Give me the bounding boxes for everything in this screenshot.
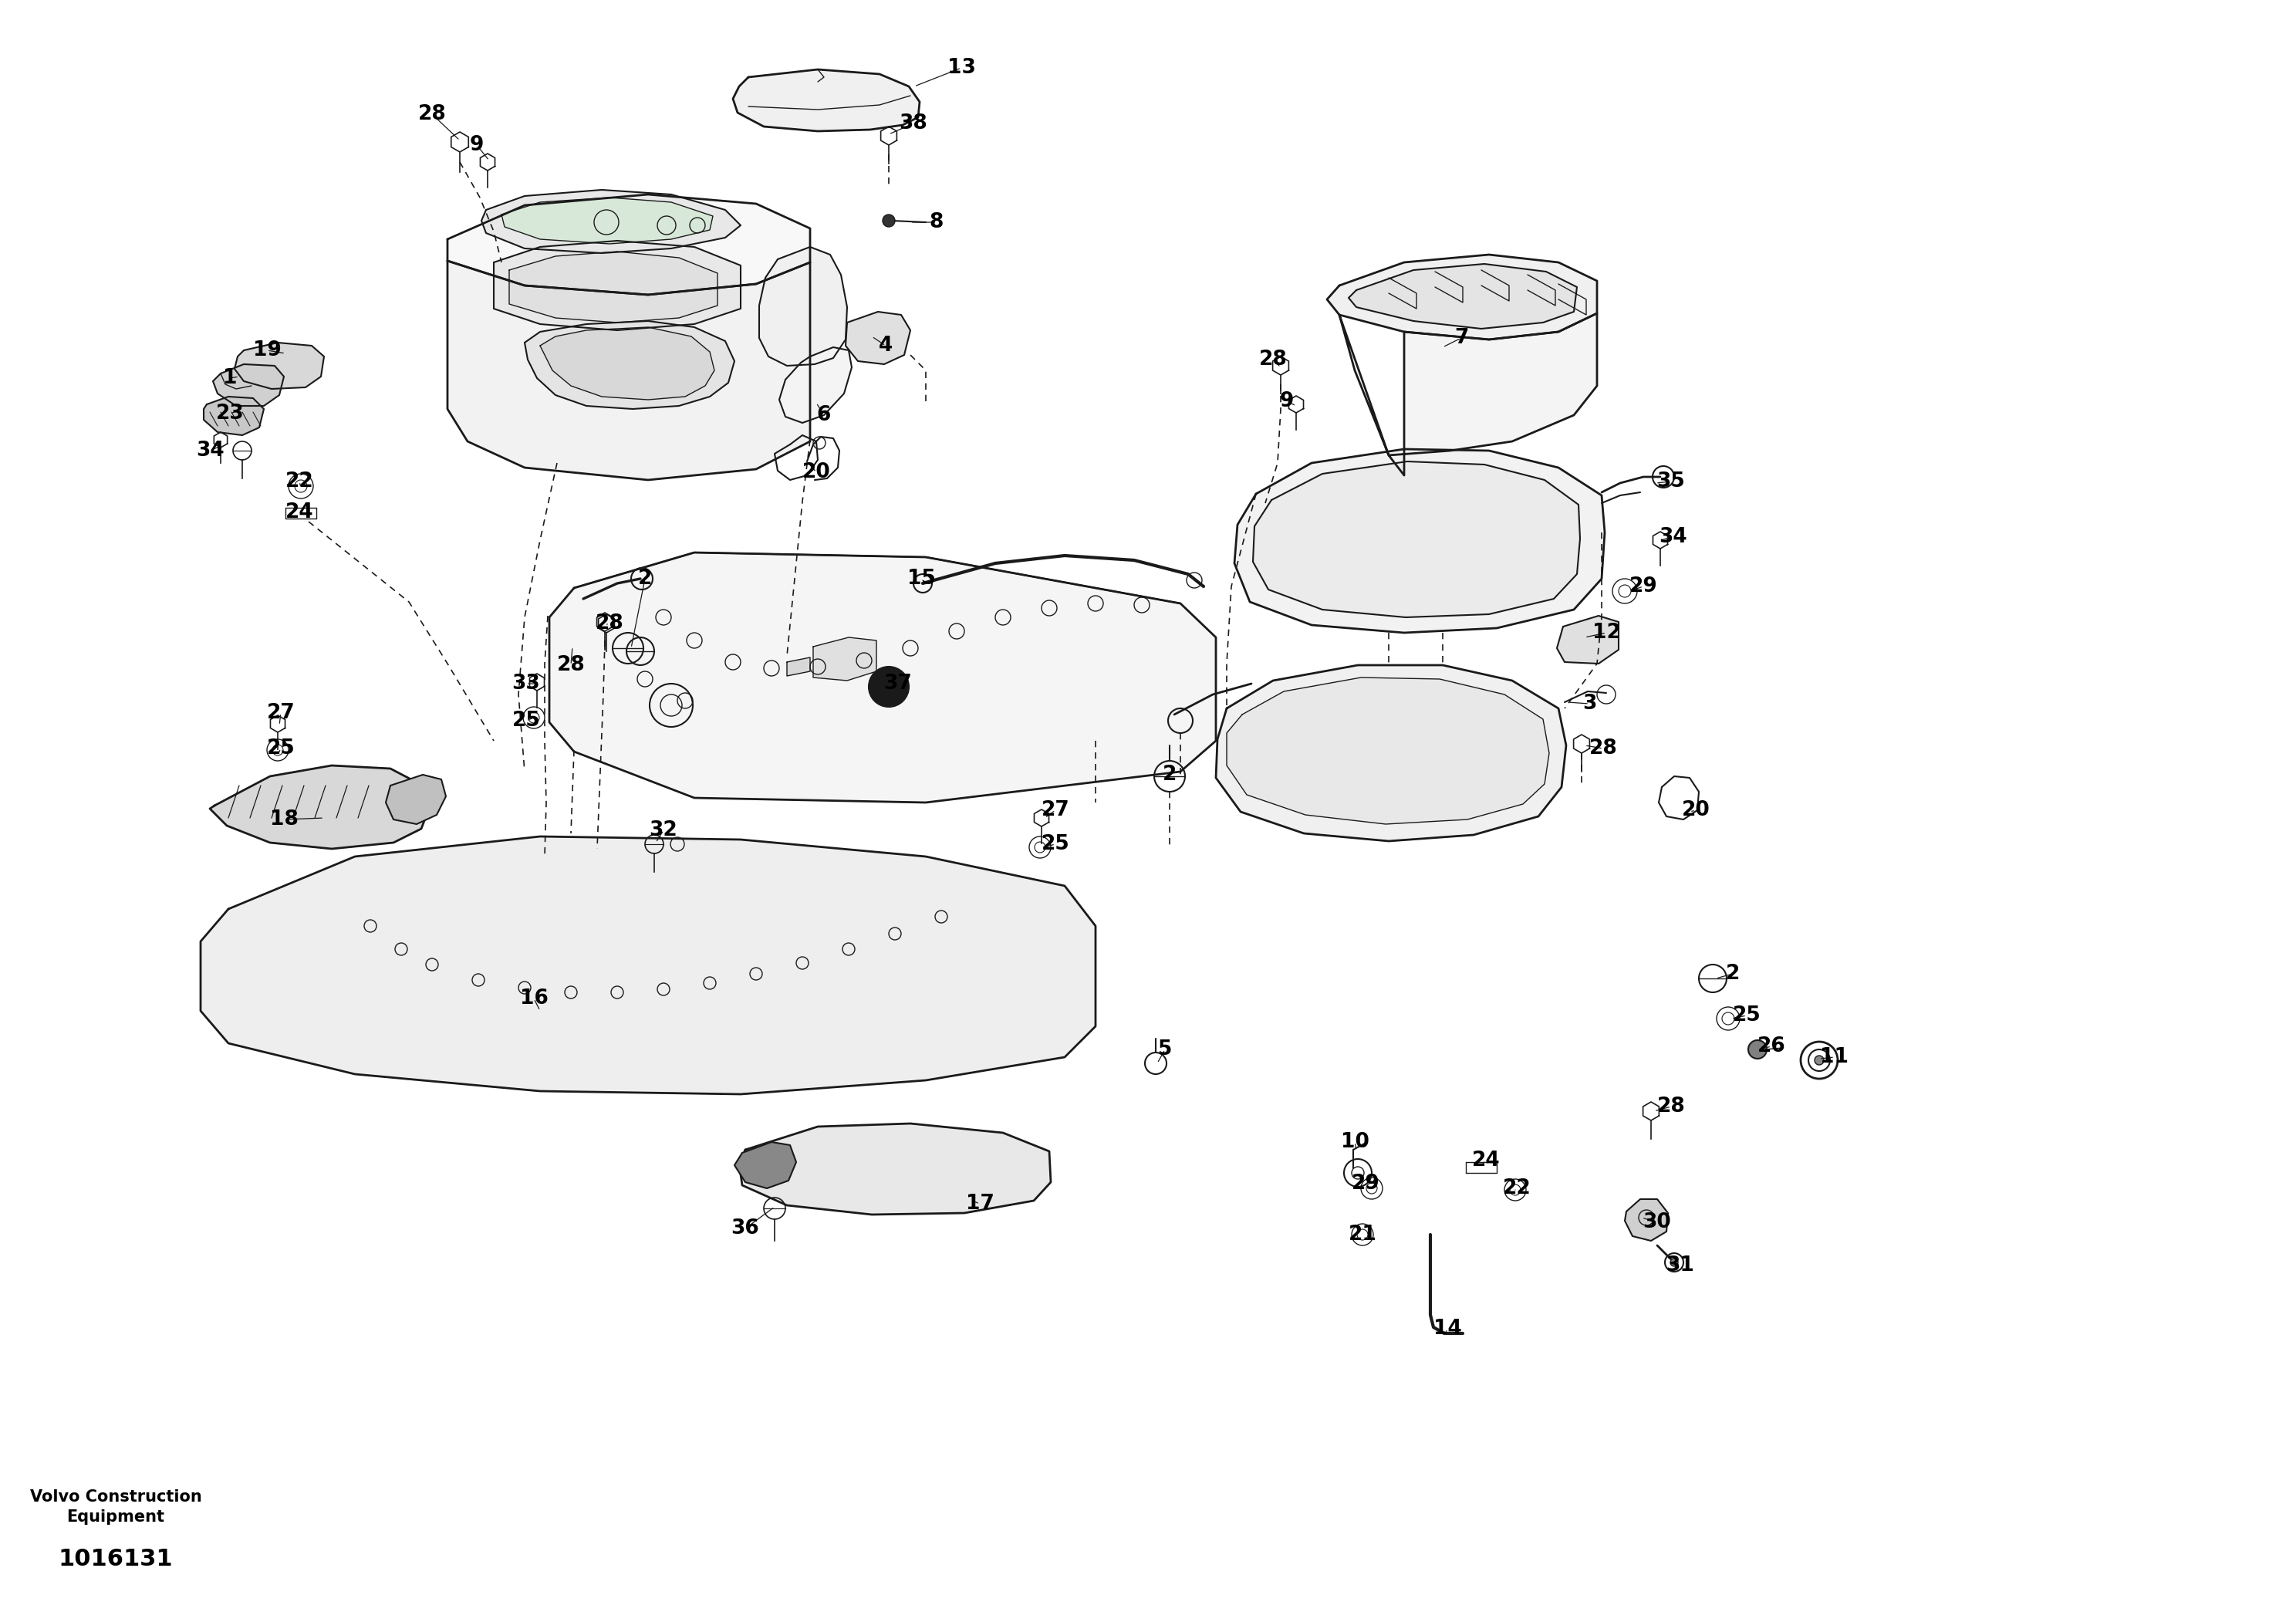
- Polygon shape: [234, 342, 324, 389]
- Polygon shape: [540, 328, 714, 399]
- Polygon shape: [209, 766, 429, 848]
- Polygon shape: [204, 397, 264, 435]
- Text: 28: 28: [418, 104, 445, 125]
- Text: 34: 34: [195, 441, 225, 461]
- Polygon shape: [1348, 264, 1577, 329]
- Text: 31: 31: [1667, 1255, 1694, 1275]
- Polygon shape: [778, 347, 852, 423]
- Polygon shape: [501, 198, 712, 243]
- Text: 15: 15: [907, 569, 934, 589]
- Text: 32: 32: [650, 821, 677, 840]
- Polygon shape: [1626, 1199, 1667, 1241]
- Polygon shape: [523, 321, 735, 409]
- Polygon shape: [494, 240, 742, 331]
- Text: 28: 28: [1258, 350, 1288, 370]
- Text: 34: 34: [1658, 527, 1688, 547]
- Polygon shape: [448, 261, 810, 480]
- Text: 38: 38: [900, 114, 928, 133]
- Text: 2: 2: [1727, 963, 1740, 985]
- Polygon shape: [813, 637, 877, 681]
- Text: 28: 28: [556, 655, 585, 675]
- Text: 29: 29: [1352, 1174, 1380, 1194]
- Circle shape: [1669, 1259, 1678, 1267]
- Text: 1: 1: [223, 368, 236, 388]
- Text: 27: 27: [1042, 800, 1070, 821]
- Text: 24: 24: [1472, 1150, 1499, 1171]
- Text: 2: 2: [1162, 764, 1176, 785]
- Polygon shape: [214, 365, 285, 406]
- Circle shape: [1747, 1040, 1766, 1059]
- Text: 5: 5: [1157, 1040, 1171, 1059]
- Polygon shape: [1339, 313, 1598, 475]
- Text: 9: 9: [1279, 391, 1295, 412]
- Circle shape: [882, 214, 895, 227]
- Polygon shape: [482, 190, 742, 253]
- Text: 21: 21: [1348, 1225, 1378, 1244]
- Text: 30: 30: [1644, 1212, 1671, 1233]
- Text: 2: 2: [638, 569, 652, 589]
- Polygon shape: [732, 70, 921, 131]
- Text: 36: 36: [730, 1218, 760, 1239]
- Polygon shape: [448, 195, 810, 295]
- Text: 25: 25: [1042, 834, 1070, 855]
- Text: 27: 27: [266, 702, 294, 723]
- Text: 10: 10: [1341, 1132, 1368, 1152]
- Text: 28: 28: [595, 613, 625, 634]
- Text: 20: 20: [1681, 800, 1711, 821]
- Polygon shape: [760, 247, 847, 365]
- Polygon shape: [845, 311, 912, 365]
- Polygon shape: [1327, 255, 1598, 339]
- Text: 7: 7: [1453, 328, 1469, 349]
- Text: 25: 25: [1733, 1006, 1761, 1025]
- Text: 25: 25: [512, 710, 540, 732]
- Text: 22: 22: [1502, 1178, 1531, 1199]
- Polygon shape: [788, 657, 810, 676]
- Polygon shape: [1235, 449, 1605, 633]
- Polygon shape: [510, 251, 716, 323]
- Text: 23: 23: [216, 404, 243, 423]
- Text: 28: 28: [1658, 1096, 1685, 1116]
- Text: 11: 11: [1821, 1048, 1848, 1067]
- Polygon shape: [1557, 616, 1619, 663]
- Polygon shape: [1226, 678, 1550, 824]
- Polygon shape: [549, 553, 1217, 803]
- Text: 1016131: 1016131: [57, 1547, 172, 1570]
- Text: 33: 33: [512, 673, 540, 694]
- Text: 16: 16: [519, 988, 549, 1009]
- Circle shape: [1814, 1056, 1823, 1066]
- Text: 19: 19: [253, 341, 280, 360]
- Polygon shape: [735, 1142, 797, 1189]
- Text: 4: 4: [879, 336, 893, 355]
- Text: Volvo Construction
Equipment: Volvo Construction Equipment: [30, 1489, 202, 1525]
- Text: 25: 25: [266, 738, 294, 759]
- Text: 28: 28: [1589, 738, 1616, 759]
- Circle shape: [868, 667, 909, 707]
- Text: 12: 12: [1591, 623, 1621, 642]
- Text: 22: 22: [285, 472, 315, 491]
- Polygon shape: [386, 775, 445, 824]
- Text: 13: 13: [946, 58, 976, 78]
- Text: 8: 8: [930, 212, 944, 232]
- Polygon shape: [1217, 665, 1566, 842]
- Text: 26: 26: [1756, 1036, 1786, 1056]
- Text: 20: 20: [801, 462, 831, 482]
- Text: 6: 6: [817, 406, 831, 425]
- Text: 18: 18: [269, 809, 298, 829]
- Text: 29: 29: [1630, 576, 1658, 597]
- Text: 9: 9: [471, 135, 484, 156]
- Text: 24: 24: [285, 503, 315, 522]
- Polygon shape: [1254, 461, 1580, 618]
- Polygon shape: [200, 837, 1095, 1095]
- Polygon shape: [739, 1124, 1052, 1215]
- Text: 37: 37: [884, 673, 912, 694]
- Text: 14: 14: [1433, 1319, 1463, 1338]
- Text: 17: 17: [967, 1194, 994, 1213]
- Text: 35: 35: [1658, 472, 1685, 491]
- Text: 3: 3: [1582, 694, 1596, 714]
